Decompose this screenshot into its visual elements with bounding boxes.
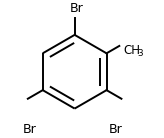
Text: Br: Br [23, 123, 37, 136]
Text: CH: CH [123, 44, 140, 57]
Text: 3: 3 [137, 49, 143, 58]
Text: Br: Br [109, 123, 123, 136]
Text: Br: Br [70, 2, 83, 15]
